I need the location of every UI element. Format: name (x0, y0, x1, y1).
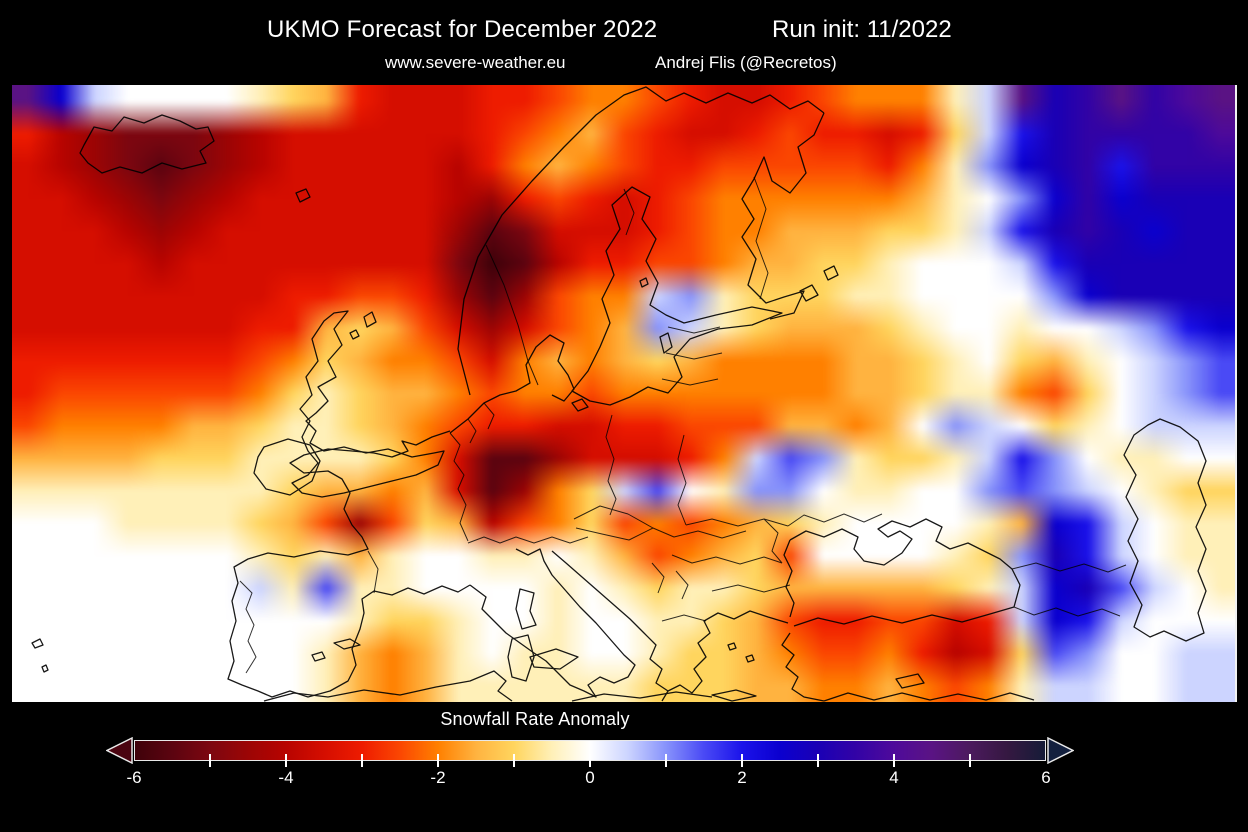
colorbar-tick (665, 754, 667, 767)
ukraine-russia-border (787, 513, 883, 527)
black-sea-west-coast (783, 539, 795, 618)
atlantic-islets (31, 638, 49, 673)
colorbar (106, 737, 1074, 767)
baltic-sea-coast (571, 186, 783, 406)
romania-bulgaria-border (711, 584, 791, 593)
baltic-islands (571, 277, 673, 412)
poland-east-border (677, 434, 687, 526)
shetland-orkney-islands (349, 311, 377, 340)
colorbar-left-arrow (106, 737, 133, 764)
germany-poland-border (605, 414, 617, 516)
black-sea-north-coast (789, 518, 1021, 608)
slovakia-hungary-border (652, 527, 747, 539)
run-init-label: Run init: 11/2022 (772, 16, 952, 43)
forecast-map (12, 85, 1237, 702)
colorbar-tick (589, 754, 591, 767)
colorbar-tick-label: -2 (430, 768, 446, 787)
colorbar-tick-label: 6 (1041, 768, 1051, 787)
colorbar-tick (740, 754, 743, 767)
baltic-states-borders (661, 326, 723, 386)
colorbar-tick (968, 754, 971, 767)
turkey-north-coast (793, 606, 1015, 627)
map-frame-line (1235, 85, 1237, 702)
jutland-coast (449, 334, 575, 434)
colorbar-right-arrow (1047, 737, 1074, 764)
colorbar-tick-label: 2 (737, 768, 747, 787)
colorbar-tick (436, 754, 439, 767)
subheader: www.severe-weather.eu Andrej Flis (@Recr… (0, 53, 1248, 75)
caucasus-borders (1011, 562, 1127, 617)
website-credit: www.severe-weather.eu (385, 53, 566, 72)
colorbar-tick (361, 754, 363, 767)
colorbar-tick-label: 4 (889, 768, 899, 787)
italy-coast (469, 548, 636, 698)
france-iberia-coast (227, 430, 471, 698)
faroe-islands (295, 188, 311, 203)
coastlines-overlay (31, 86, 1207, 702)
adriatic-greece-coast (551, 550, 789, 702)
mediterranean-islands (311, 588, 925, 702)
white-sea-kola-coast (741, 112, 825, 320)
colorbar-tick (513, 754, 515, 767)
header: UKMO Forecast for December 2022 Run init… (0, 16, 1248, 46)
page-title: UKMO Forecast for December 2022 (267, 16, 658, 43)
ireland-coast (253, 438, 321, 496)
carpathian-border (763, 518, 783, 564)
iceland-coast (79, 114, 215, 174)
benelux-borders (467, 402, 495, 444)
hungary-south-border (671, 554, 783, 565)
norway-sweden-border (485, 244, 539, 386)
colorbar-tick (893, 754, 895, 767)
colorbar-tick-label: -6 (126, 768, 142, 787)
finland-russia-border (753, 176, 769, 300)
colorbar-tick-labels: -6 -4 -2 0 2 4 6 (126, 768, 1050, 788)
belarus-ukraine-border (685, 518, 789, 527)
turkey-south-coast (781, 632, 1035, 702)
colorbar-tick (208, 754, 211, 767)
caspian-sea-coast (1123, 418, 1207, 642)
colorbar-title: Snowfall Rate Anomaly (440, 709, 630, 729)
author-credit: Andrej Flis (@Recretos) (655, 53, 837, 72)
france-germany-border (449, 432, 469, 542)
alpine-borders (467, 536, 589, 544)
norway-coast (457, 86, 825, 396)
portugal-spain-border (239, 580, 257, 674)
heatmap-canvas (12, 85, 1237, 702)
balkan-borders (651, 562, 689, 600)
pyrenees-border (367, 550, 379, 594)
colorbar-tick-label: -4 (278, 768, 294, 787)
colorbar-tick-label: 0 (585, 768, 595, 787)
great-britain-coast (291, 310, 445, 498)
colorbar-tick (817, 754, 819, 767)
russian-lakes (799, 265, 839, 302)
greece-north-border (661, 614, 707, 622)
colorbar-tick (284, 754, 287, 767)
africa-coast (263, 670, 713, 702)
czech-border (573, 505, 654, 541)
sweden-finland-border (623, 188, 635, 236)
